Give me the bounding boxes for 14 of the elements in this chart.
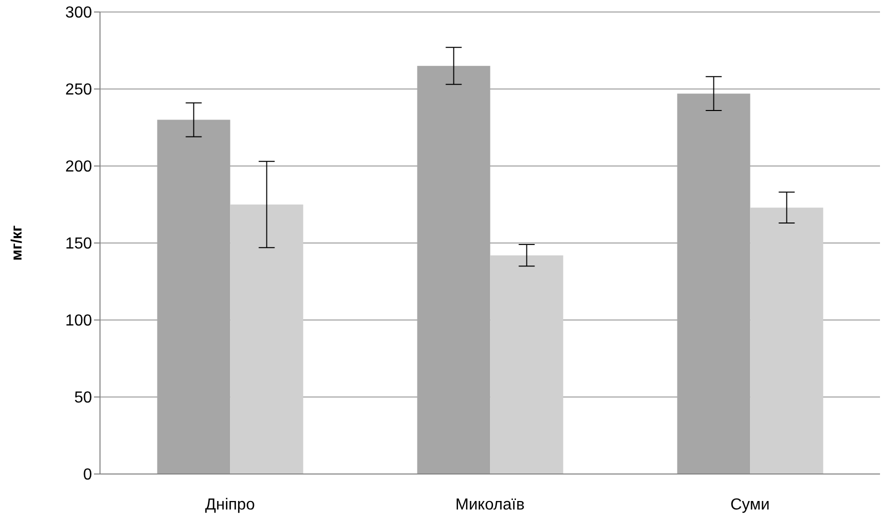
y-tick-label: 200 xyxy=(65,158,92,176)
y-tick-label: 300 xyxy=(65,4,92,22)
x-tick-label: Дніпро xyxy=(205,496,255,514)
y-tick-label: 0 xyxy=(83,466,92,484)
y-tick-label: 250 xyxy=(65,82,92,99)
x-tick-label: Суми xyxy=(730,496,770,514)
bar xyxy=(490,255,564,474)
y-tick-label: 100 xyxy=(65,312,92,330)
x-tick-label: Миколаїв xyxy=(455,496,525,514)
y-tick-label: 150 xyxy=(65,236,92,253)
bar xyxy=(230,204,304,474)
bar xyxy=(750,208,824,474)
y-tick-label: 50 xyxy=(74,390,92,407)
y-axis-title: мг/кг xyxy=(8,225,26,261)
